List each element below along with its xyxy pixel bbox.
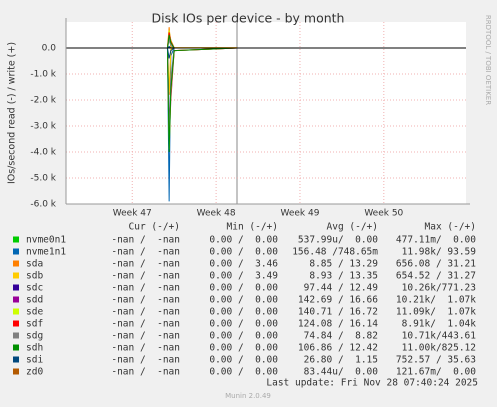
legend-label: nvme1n1 (26, 247, 66, 258)
legend-value: 477.11m/ 0.00 (396, 235, 476, 246)
legend-value: -nan / -nan (111, 283, 180, 294)
legend-swatch (13, 260, 19, 267)
legend-swatch (13, 356, 19, 363)
legend-value: 656.08 / 31.21 (396, 259, 476, 270)
x-tick-label: Week 47 (113, 209, 152, 219)
y-tick-label: -5.0 k (30, 174, 56, 184)
legend-value: -nan / -nan (111, 271, 180, 282)
legend-label: sdc (26, 283, 43, 294)
legend-header: Min (-/+) (227, 222, 278, 233)
legend-value: 0.00 / 0.00 (209, 235, 278, 246)
legend-value: -nan / -nan (111, 259, 180, 270)
legend-value: 0.00 / 0.00 (209, 307, 278, 318)
y-tick-label: -3.0 k (30, 122, 56, 132)
plot: 0.0 -1.0 k -2.0 k -3.0 k -4.0 k -5.0 k -6.0 k W… (13, 18, 476, 378)
legend-value: 0.00 / 3.49 (209, 271, 278, 282)
legend-swatch (13, 344, 19, 351)
legend-label: nvme0n1 (26, 235, 66, 246)
legend-value: 142.69 / 16.66 (298, 295, 378, 306)
x-tick-label: Week 48 (197, 209, 236, 219)
legend-label: zd0 (26, 367, 43, 378)
read-line (166, 47, 238, 153)
legend-value: 0.00 / 0.00 (209, 355, 278, 366)
plot-area (66, 22, 466, 204)
legend-label: sdi (26, 355, 43, 366)
y-tick-label: -2.0 k (30, 96, 56, 106)
legend-value: 74.84 / 8.82 (304, 331, 378, 342)
legend-value: -nan / -nan (111, 367, 180, 378)
legend-swatch (13, 332, 19, 339)
legend-label: sde (26, 307, 43, 318)
y-tick-label: -4.0 k (30, 148, 56, 158)
legend-value: 97.44 / 12.49 (304, 283, 379, 294)
legend-header: Cur (-/+) (129, 222, 180, 233)
legend-value: 0.00 / 3.46 (209, 259, 278, 270)
legend-value: -nan / -nan (111, 247, 180, 258)
legend-swatch (13, 248, 19, 255)
x-tick-label: Week 49 (280, 209, 319, 219)
legend-value: -nan / -nan (111, 319, 180, 330)
legend-value: 752.57 / 35.63 (396, 355, 476, 366)
y-tick-label: -1.0 k (30, 70, 56, 80)
legend-value: 8.93 / 13.35 (309, 271, 378, 282)
legend-label: sdd (26, 295, 43, 306)
legend-swatch (13, 368, 19, 375)
legend-swatch (13, 284, 19, 291)
legend-value: 654.52 / 31.27 (396, 271, 476, 282)
legend-swatch (13, 296, 19, 303)
legend-value: 8.91k/ 1.04k (402, 319, 477, 330)
legend-value: -nan / -nan (111, 331, 180, 342)
legend-value: 140.71 / 16.72 (298, 307, 378, 318)
legend-value: 106.86 / 12.42 (298, 343, 378, 354)
legend-value: -nan / -nan (111, 295, 180, 306)
legend-label: sdb (26, 271, 43, 282)
y-tick-label: -6.0 k (30, 200, 56, 210)
legend-header: Avg (-/+) (327, 222, 378, 233)
legend-value: 0.00 / 0.00 (209, 367, 278, 378)
legend-value: 10.21k/ 1.07k (396, 295, 476, 306)
chart-title: Disk IOs per device - by month (152, 11, 345, 26)
legend-value: -nan / -nan (111, 355, 180, 366)
legend-label: sda (26, 259, 43, 270)
legend-value: 11.09k/ 1.07k (396, 307, 476, 318)
legend-value: 0.00 / 0.00 (209, 331, 278, 342)
y-axis-label: IOs/second read (-) / write (+) (7, 42, 18, 184)
legend-header: Max (-/+) (425, 222, 476, 233)
legend-value: -nan / -nan (111, 307, 180, 318)
legend-value: 26.80 / 1.15 (304, 355, 378, 366)
footer: Munin 2.0.49 (225, 392, 271, 400)
x-tick-label: Week 50 (364, 209, 403, 219)
legend-swatch (13, 236, 19, 243)
legend-value: 8.85 / 13.29 (309, 259, 378, 270)
legend-value: -nan / -nan (111, 343, 180, 354)
legend-value: 0.00 / 0.00 (209, 295, 278, 306)
legend-value: 10.26k/771.23 (402, 283, 476, 294)
legend-value: 0.00 / 0.00 (209, 283, 278, 294)
legend-value: -nan / -nan (111, 235, 180, 246)
legend-value: 83.44u/ 0.00 (304, 367, 379, 378)
y-tick-label: 0.0 (42, 44, 57, 54)
legend-value: 11.98k/ 93.59 (402, 247, 477, 258)
legend-value: 0.00 / 0.00 (209, 247, 278, 258)
last-update: Last update: Fri Nov 28 07:40:24 2025 (266, 378, 478, 389)
legend-swatch (13, 320, 19, 327)
legend-label: sdf (26, 319, 43, 330)
legend-value: 0.00 / 0.00 (209, 343, 278, 354)
legend-value: 537.99u/ 0.00 (298, 235, 378, 246)
legend-value: 11.00k/825.12 (402, 343, 476, 354)
legend-label: sdg (26, 331, 43, 342)
legend-swatch (13, 272, 19, 279)
legend-swatch (13, 308, 19, 315)
legend-value: 124.08 / 16.14 (298, 319, 378, 330)
legend-value: 0.00 / 0.00 (209, 319, 278, 330)
legend-value: 121.67m/ 0.00 (396, 367, 476, 378)
legend-value: 10.71k/443.61 (402, 331, 477, 342)
legend-label: sdh (26, 343, 43, 354)
side-label: RRDTOOL / TOBI OETIKER (484, 15, 492, 105)
legend-value: 156.48 /748.65m (292, 247, 378, 258)
